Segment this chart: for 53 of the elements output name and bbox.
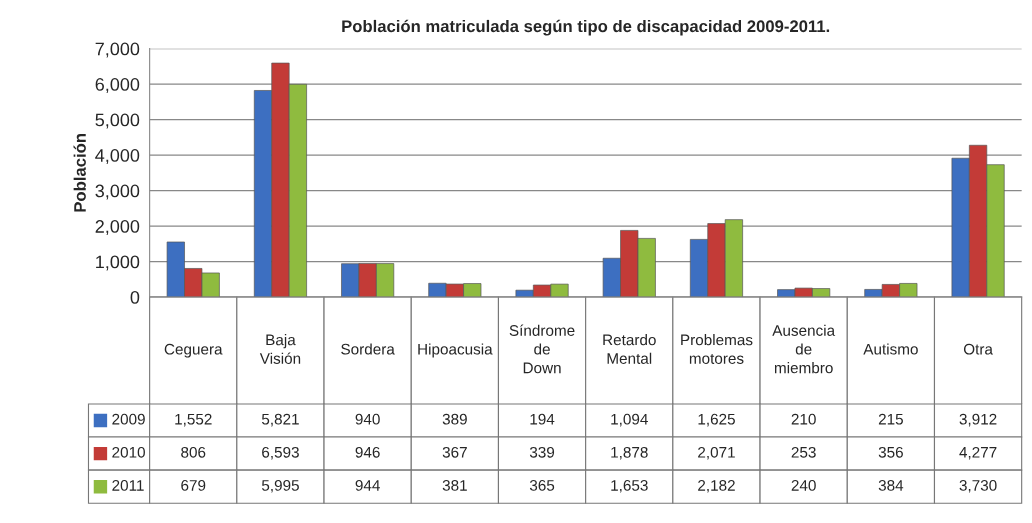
data-label: 6,593 — [262, 446, 299, 460]
data-label: 3,912 — [959, 413, 997, 427]
data-label: 381 — [442, 479, 467, 491]
y-tick-label: 0 — [130, 291, 140, 304]
x-tick-label: Otra — [963, 343, 993, 355]
y-tick-label: 7,000 — [95, 42, 140, 58]
x-tick-label: Baja Visión — [259, 334, 301, 364]
data-label: 2,182 — [698, 479, 735, 493]
data-label: 3,730 — [959, 479, 997, 493]
x-tick-label: Autismo — [863, 343, 918, 355]
data-label: 1,653 — [611, 479, 648, 493]
data-label: 356 — [878, 446, 903, 458]
data-label: 367 — [442, 446, 467, 458]
y-tick-label: 3,000 — [95, 184, 140, 200]
y-axis-title: Población — [73, 134, 86, 212]
data-label: 2,071 — [698, 446, 735, 460]
data-label: 1,625 — [698, 413, 735, 427]
y-tick-label: 5,000 — [95, 113, 140, 129]
data-label: 1,552 — [175, 413, 212, 427]
data-label: 806 — [181, 446, 206, 458]
chart-title: Población matriculada según tipo de discapacidad 2009-2011. — [342, 19, 830, 36]
data-label: 365 — [529, 479, 555, 491]
data-label: 339 — [529, 446, 555, 458]
data-label: 5,995 — [261, 479, 299, 493]
x-tick-label: Síndrome de Down — [509, 324, 575, 374]
x-tick-label: Problemas motores — [681, 334, 753, 364]
data-label: 946 — [355, 446, 380, 458]
data-label: 384 — [878, 479, 904, 491]
x-tick-label: Hipoacusia — [418, 343, 493, 358]
x-tick-label: Ceguera — [164, 343, 223, 358]
y-tick-label: 1,000 — [96, 255, 140, 271]
legend-label: 2011 — [112, 479, 144, 491]
data-label: 215 — [878, 413, 903, 425]
legend-label: 2010 — [112, 446, 145, 458]
data-label: 1,878 — [611, 446, 648, 460]
data-label: 389 — [442, 413, 467, 425]
data-label: 240 — [791, 479, 816, 491]
x-tick-label: Retardo Mental — [603, 334, 656, 364]
data-label: 5,821 — [261, 413, 299, 427]
data-label: 210 — [791, 413, 816, 425]
data-label: 940 — [355, 413, 380, 425]
data-label: 679 — [181, 479, 206, 491]
data-label: 194 — [530, 413, 555, 425]
data-label: 1,094 — [611, 413, 648, 427]
legend-label: 2009 — [112, 413, 145, 425]
data-label: 944 — [355, 479, 380, 491]
data-label: 253 — [791, 446, 816, 458]
y-tick-label: 6,000 — [95, 78, 140, 93]
x-tick-label: Ausencia de miembro — [772, 324, 836, 374]
data-label: 4,277 — [959, 446, 997, 460]
y-tick-label: 2,000 — [95, 220, 140, 235]
y-tick-label: 4,000 — [95, 149, 140, 164]
x-tick-label: Sordera — [341, 343, 395, 355]
